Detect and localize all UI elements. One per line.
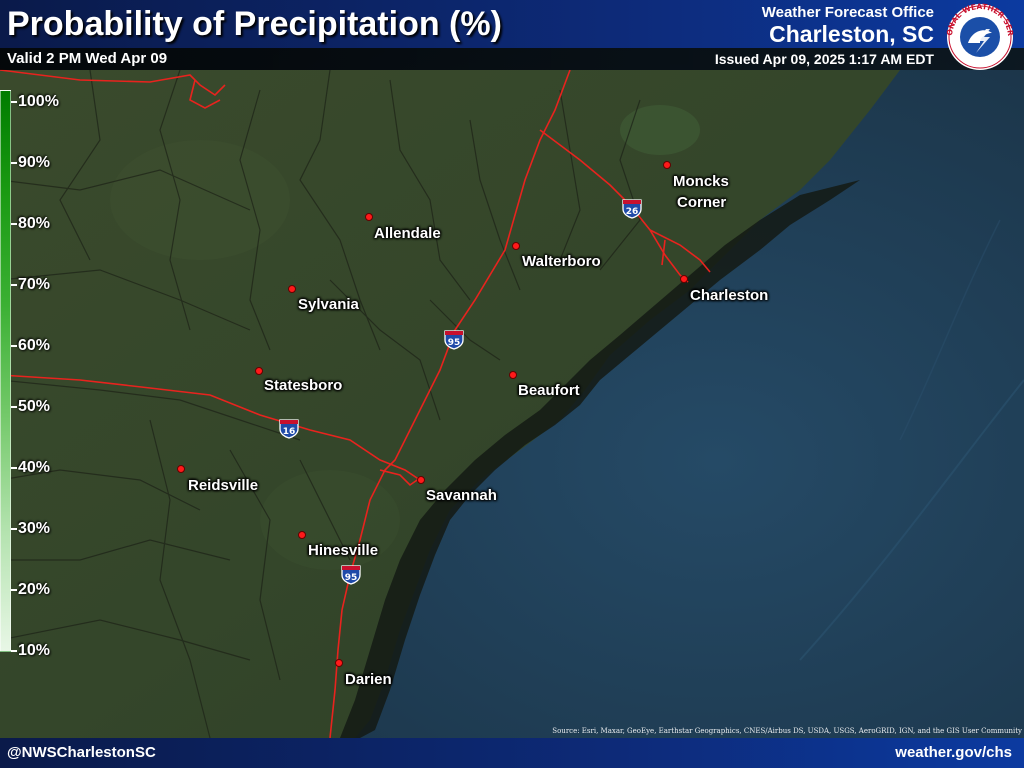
land-patch [620, 105, 700, 155]
legend-label: 30% [18, 520, 51, 537]
city-label-moncks-corner-line1: Moncks [673, 173, 729, 190]
legend-tick [11, 528, 17, 530]
interstate-shield-95-south: 95 [341, 565, 361, 585]
legend-label: 40% [18, 459, 51, 476]
nws-logo-icon: NATIONAL WEATHER SERVICE [940, 3, 1015, 70]
legend-label: 50% [18, 398, 51, 415]
legend-label: 90% [18, 154, 51, 171]
legend-tick [11, 650, 17, 652]
city-label-sylvania: Sylvania [298, 296, 359, 313]
legend-tick [11, 467, 17, 469]
land-patch [110, 140, 290, 260]
us-highway [0, 69, 226, 97]
legend-label: 60% [18, 337, 51, 354]
legend-tick [11, 589, 17, 591]
city-label-reidsville: Reidsville [188, 477, 259, 494]
city-label-allendale: Allendale [374, 225, 441, 242]
city-label-savannah: Savannah [426, 487, 497, 504]
interstate-shield-95-north: 95 [444, 330, 464, 350]
city-marker-statesboro [255, 367, 263, 375]
source-attribution: Source: Esri, Maxar, GeoEye, Earthstar G… [552, 727, 1022, 735]
legend-tick [11, 101, 17, 103]
us-highway [189, 79, 221, 109]
interstate-95-number: 95 [448, 338, 461, 348]
city-label-hinesville: Hinesville [308, 542, 379, 559]
city-marker-charleston [680, 275, 688, 283]
legend-label: 70% [18, 276, 51, 293]
interstate-16-number: 16 [283, 427, 296, 437]
city-label-charleston: Charleston [690, 287, 769, 304]
highways [0, 69, 711, 739]
city-marker-beaufort [509, 371, 517, 379]
city-marker-sylvania [288, 285, 296, 293]
footer-bar [0, 738, 1024, 768]
legend-label: 10% [18, 642, 51, 659]
shelf-line [899, 219, 1001, 441]
interstate-shield-16: 16 [279, 419, 299, 439]
county-borders [0, 69, 641, 739]
city-label-walterboro: Walterboro [522, 253, 601, 270]
legend-tick [11, 406, 17, 408]
office-city: Charleston, SC [769, 21, 934, 47]
us-highway-26-spur [649, 229, 711, 273]
us-highway [379, 469, 421, 487]
interstate-shield-26: 26 [622, 199, 642, 219]
office-name: Weather Forecast Office [761, 4, 934, 21]
city-marker-allendale [365, 213, 373, 221]
city-marker-savannah [417, 476, 425, 484]
city-marker-moncks-corner [663, 161, 671, 169]
twitter-handle: @NWSCharlestonSC [7, 744, 156, 761]
interstate-95-route [329, 69, 571, 739]
legend-tick [11, 345, 17, 347]
interstate-95-number: 95 [345, 573, 358, 583]
interstate-26-route [539, 129, 689, 283]
legend-tick [11, 223, 17, 225]
legend-label: 100% [18, 93, 59, 110]
legend-tick [11, 162, 17, 164]
coastal-marsh [340, 180, 860, 738]
city-marker-walterboro [512, 242, 520, 250]
legend-color-bar [0, 90, 11, 652]
header-bar [0, 0, 1024, 48]
city-label-statesboro: Statesboro [264, 377, 343, 394]
city-label-moncks-corner-line2: Corner [677, 194, 727, 211]
city-marker-hinesville [298, 531, 306, 539]
city-marker-darien [335, 659, 343, 667]
valid-time: Valid 2 PM Wed Apr 09 [7, 50, 168, 67]
us-highway-26-spur [661, 239, 666, 266]
shelf-line [799, 379, 1024, 661]
subheader-bar [0, 48, 1024, 70]
legend-label: 80% [18, 215, 51, 232]
city-marker-reidsville [177, 465, 185, 473]
page-title: Probability of Precipitation (%) [7, 5, 502, 43]
legend-label: 20% [18, 581, 51, 598]
city-label-darien: Darien [345, 671, 392, 688]
city-label-beaufort: Beaufort [518, 382, 580, 399]
legend-tick [11, 284, 17, 286]
website-link: weather.gov/chs [895, 744, 1012, 761]
interstate-26-number: 26 [626, 207, 639, 217]
issued-time: Issued Apr 09, 2025 1:17 AM EDT [714, 51, 934, 67]
